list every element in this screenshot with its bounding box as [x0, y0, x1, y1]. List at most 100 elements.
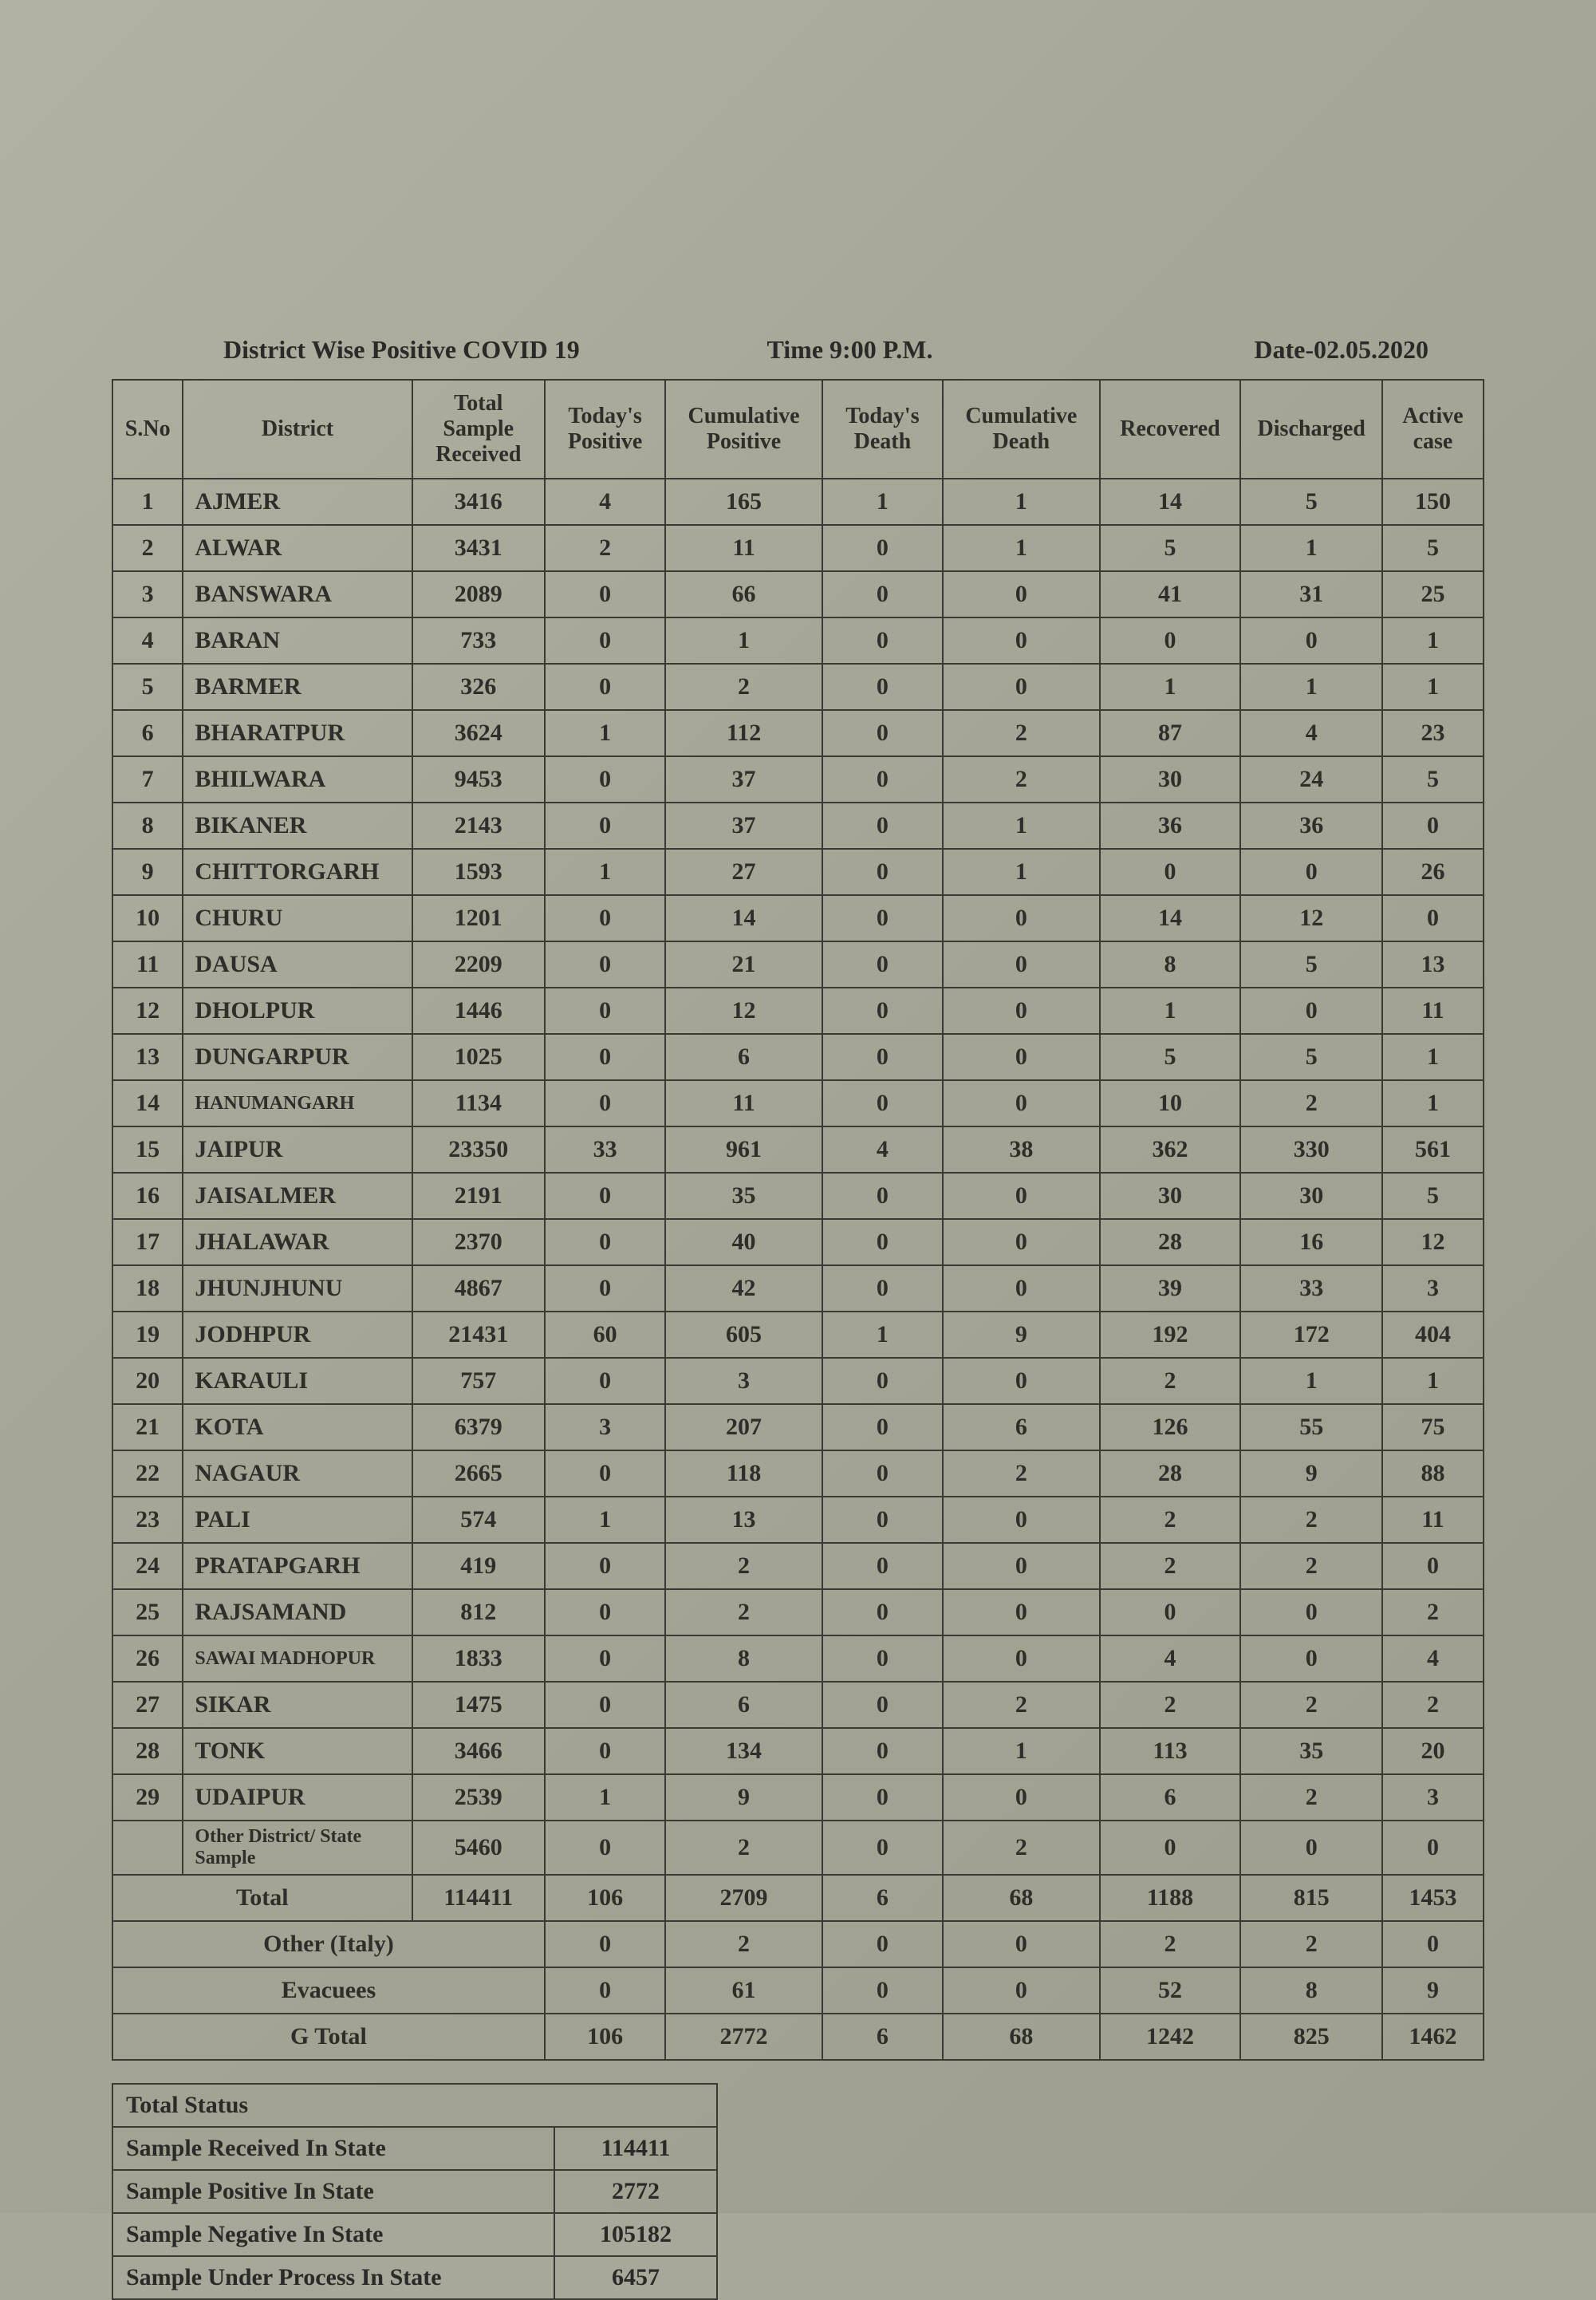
cell: PALI [183, 1497, 412, 1543]
cell: 0 [545, 1034, 665, 1080]
main-table: S.No District Total Sample Received Toda… [112, 379, 1484, 2061]
cell: 30 [1100, 756, 1241, 803]
cell: 42 [665, 1265, 822, 1312]
cell: 961 [665, 1126, 822, 1173]
other_italy-label: Other (Italy) [112, 1921, 545, 1967]
col-sample: Total Sample Received [412, 380, 545, 479]
cell: 0 [545, 1173, 665, 1219]
cell: 52 [1100, 1967, 1241, 2014]
cell: ALWAR [183, 525, 412, 571]
cell: 574 [412, 1497, 545, 1543]
cell: 66 [665, 571, 822, 617]
col-dist: District [183, 380, 412, 479]
cell: 404 [1382, 1312, 1484, 1358]
header-title: District Wise Positive COVID 19 [223, 335, 609, 365]
cell: 0 [1240, 617, 1382, 664]
cell: 0 [822, 1774, 943, 1821]
cell: 1 [545, 1497, 665, 1543]
cell: 5 [1100, 1034, 1241, 1080]
cell: 5 [1240, 479, 1382, 525]
cell: 30 [1100, 1173, 1241, 1219]
cell: 10 [112, 895, 183, 941]
cell: BHARATPUR [183, 710, 412, 756]
cell: 2 [943, 1450, 1099, 1497]
table-row: 8BIKANER21430370136360 [112, 803, 1484, 849]
cell: 5 [112, 664, 183, 710]
cell: 2 [943, 1682, 1099, 1728]
table-row: 18JHUNJHUNU48670420039333 [112, 1265, 1484, 1312]
cell: JHUNJHUNU [183, 1265, 412, 1312]
cell: DHOLPUR [183, 988, 412, 1034]
table-row: 19JODHPUR214316060519192172404 [112, 1312, 1484, 1358]
status-row: Sample Received In State114411 [112, 2127, 717, 2170]
cell: 9 [665, 1774, 822, 1821]
cell: 8 [1100, 941, 1241, 988]
total-row: Total114411106270966811888151453 [112, 1875, 1484, 1921]
cell: 6 [822, 1875, 943, 1921]
cell: 114411 [412, 1875, 545, 1921]
cell: 0 [545, 941, 665, 988]
cell: 733 [412, 617, 545, 664]
cell: 36 [1100, 803, 1241, 849]
cell: 0 [1100, 1821, 1241, 1875]
cell: 3416 [412, 479, 545, 525]
cell: 60 [545, 1312, 665, 1358]
cell: 6 [943, 1404, 1099, 1450]
cell: 2 [1382, 1682, 1484, 1728]
cell: 3 [1382, 1774, 1484, 1821]
cell: 39 [1100, 1265, 1241, 1312]
cell: 0 [822, 571, 943, 617]
cell: 1462 [1382, 2014, 1484, 2060]
cell: 0 [943, 571, 1099, 617]
cell: 0 [545, 1635, 665, 1682]
cell: 2 [665, 1921, 822, 1967]
cell: 16 [112, 1173, 183, 1219]
table-row: 3BANSWARA208906600413125 [112, 571, 1484, 617]
cell: 0 [1240, 1635, 1382, 1682]
cell: 0 [545, 1589, 665, 1635]
cell: 6 [822, 2014, 943, 2060]
cell: 172 [1240, 1312, 1382, 1358]
cell: 1 [1100, 664, 1241, 710]
cell: 2709 [665, 1875, 822, 1921]
cell: BANSWARA [183, 571, 412, 617]
cell: 37 [665, 756, 822, 803]
cell: NAGAUR [183, 1450, 412, 1497]
cell: 13 [1382, 941, 1484, 988]
table-row: 20KARAULI7570300211 [112, 1358, 1484, 1404]
cell: 0 [1382, 803, 1484, 849]
cell: 0 [545, 1358, 665, 1404]
cell: 41 [1100, 571, 1241, 617]
cell: 165 [665, 479, 822, 525]
cell: 815 [1240, 1875, 1382, 1921]
cell: 207 [665, 1404, 822, 1450]
cell: 0 [822, 1080, 943, 1126]
cell: 0 [822, 1543, 943, 1589]
cell: 0 [545, 1265, 665, 1312]
cell: 15 [112, 1126, 183, 1173]
cell: 326 [412, 664, 545, 710]
cell: 4867 [412, 1265, 545, 1312]
cell: 8 [112, 803, 183, 849]
header-line: District Wise Positive COVID 19 Time 9:0… [112, 335, 1484, 365]
cell: 106 [545, 2014, 665, 2060]
cell: 2089 [412, 571, 545, 617]
cell: 9 [112, 849, 183, 895]
cell: 23 [112, 1497, 183, 1543]
cell: 2 [665, 1821, 822, 1875]
col-act: Active case [1382, 380, 1484, 479]
cell: 29 [112, 1774, 183, 1821]
table-row: 10CHURU12010140014120 [112, 895, 1484, 941]
cell: 126 [1100, 1404, 1241, 1450]
cell: 0 [822, 1589, 943, 1635]
cell: 18 [112, 1265, 183, 1312]
cell: RAJSAMAND [183, 1589, 412, 1635]
cell: 68 [943, 1875, 1099, 1921]
cell: 3 [112, 571, 183, 617]
cell: 0 [545, 571, 665, 617]
cell: 5 [1382, 1173, 1484, 1219]
col-tdeath: Today's Death [822, 380, 943, 479]
cell: 0 [1100, 1589, 1241, 1635]
cell: KOTA [183, 1404, 412, 1450]
cell: 4 [1240, 710, 1382, 756]
